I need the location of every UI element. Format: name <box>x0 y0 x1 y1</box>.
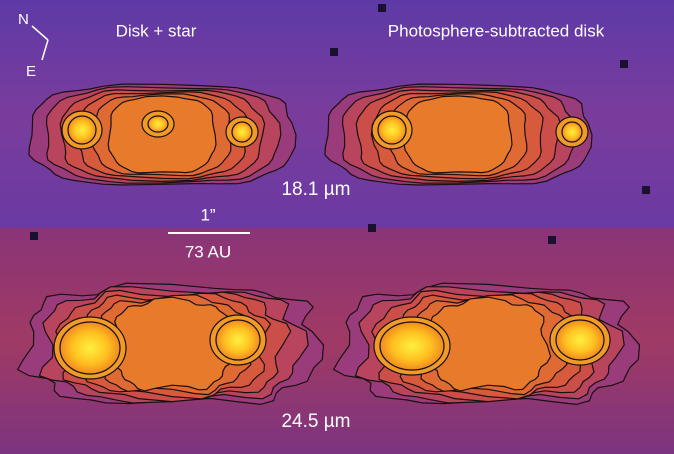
bright-peak <box>60 322 120 374</box>
noise-pixel <box>548 236 556 244</box>
noise-pixel <box>620 60 628 68</box>
noise-pixel <box>378 4 386 12</box>
east-label: E <box>26 63 36 80</box>
bright-peak <box>562 122 582 142</box>
bright-peak <box>380 322 444 370</box>
panel-title: Photosphere-subtracted disk <box>388 21 605 40</box>
disk <box>29 84 296 185</box>
figure: N E Disk + star Photosphere-subtracted d… <box>0 0 674 454</box>
bright-peak <box>232 122 252 142</box>
north-label: N <box>18 11 29 28</box>
scale-angle: 1” <box>200 205 215 224</box>
disk <box>334 283 640 404</box>
disk <box>325 84 592 185</box>
bright-peak <box>68 116 96 144</box>
bright-peak <box>148 116 168 132</box>
panel-title: Disk + star <box>116 21 197 40</box>
disk <box>18 283 324 404</box>
bright-peak <box>556 320 604 360</box>
bright-peak <box>378 116 406 144</box>
scale-distance: 73 AU <box>185 242 231 261</box>
noise-pixel <box>642 186 650 194</box>
noise-pixel <box>368 224 376 232</box>
bright-peak <box>216 320 260 360</box>
noise-pixel <box>330 48 338 56</box>
noise-pixel <box>30 232 38 240</box>
wavelength-label: 24.5 µm <box>281 411 350 432</box>
contour <box>404 96 512 173</box>
wavelength-label: 18.1 µm <box>281 179 350 200</box>
